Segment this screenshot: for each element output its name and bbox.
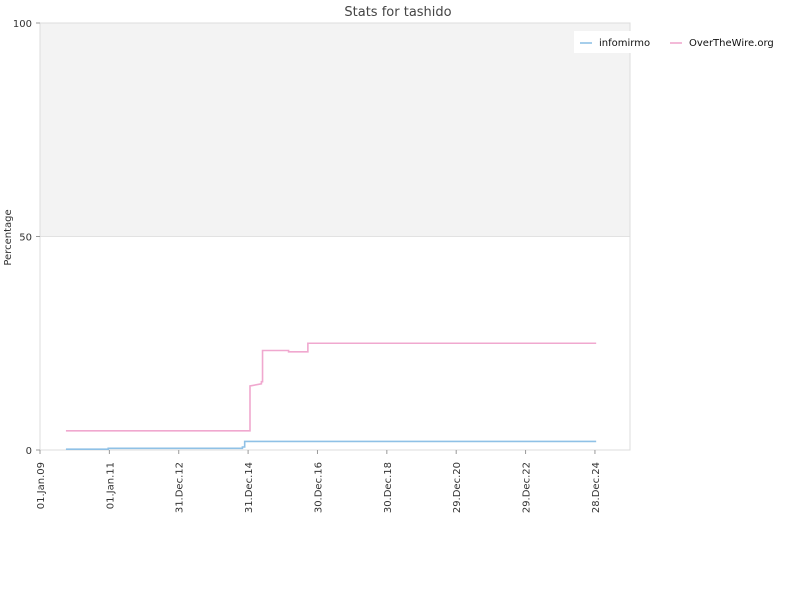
shaded-band — [40, 23, 630, 237]
legend: infomirmo OverTheWire.org — [574, 31, 774, 53]
chart-title: Stats for tashido — [344, 5, 451, 20]
x-tick-label: 01.Jan.09 — [36, 462, 47, 509]
x-tick-label: 30.Dec.16 — [313, 462, 324, 513]
legend-label: infomirmo — [599, 38, 650, 49]
y-axis-label: Percentage — [3, 209, 14, 265]
x-tick-label: 29.Dec.22 — [522, 462, 533, 513]
legend-label: OverTheWire.org — [689, 38, 774, 49]
legend-background — [574, 31, 658, 53]
x-tick-label: 31.Dec.14 — [244, 462, 255, 513]
series-line-infomirmo — [65, 440, 597, 450]
x-tick-label: 01.Jan.11 — [105, 462, 116, 509]
series-layer — [65, 342, 597, 450]
x-tick-label: 31.Dec.12 — [175, 462, 186, 513]
x-tick-label: 28.Dec.24 — [591, 462, 602, 513]
y-tick-label: 50 — [19, 233, 32, 244]
series-line-overthewire — [65, 342, 597, 432]
x-axis: 01.Jan.09 01.Jan.11 31.Dec.12 31.Dec.14 30.D… — [36, 450, 602, 513]
x-tick-label: 29.Dec.20 — [452, 462, 463, 513]
x-tick-label: 30.Dec.18 — [383, 462, 394, 513]
y-axis: 0 50 100 — [13, 19, 40, 457]
y-tick-label: 0 — [26, 446, 32, 457]
y-tick-label: 100 — [13, 19, 32, 30]
